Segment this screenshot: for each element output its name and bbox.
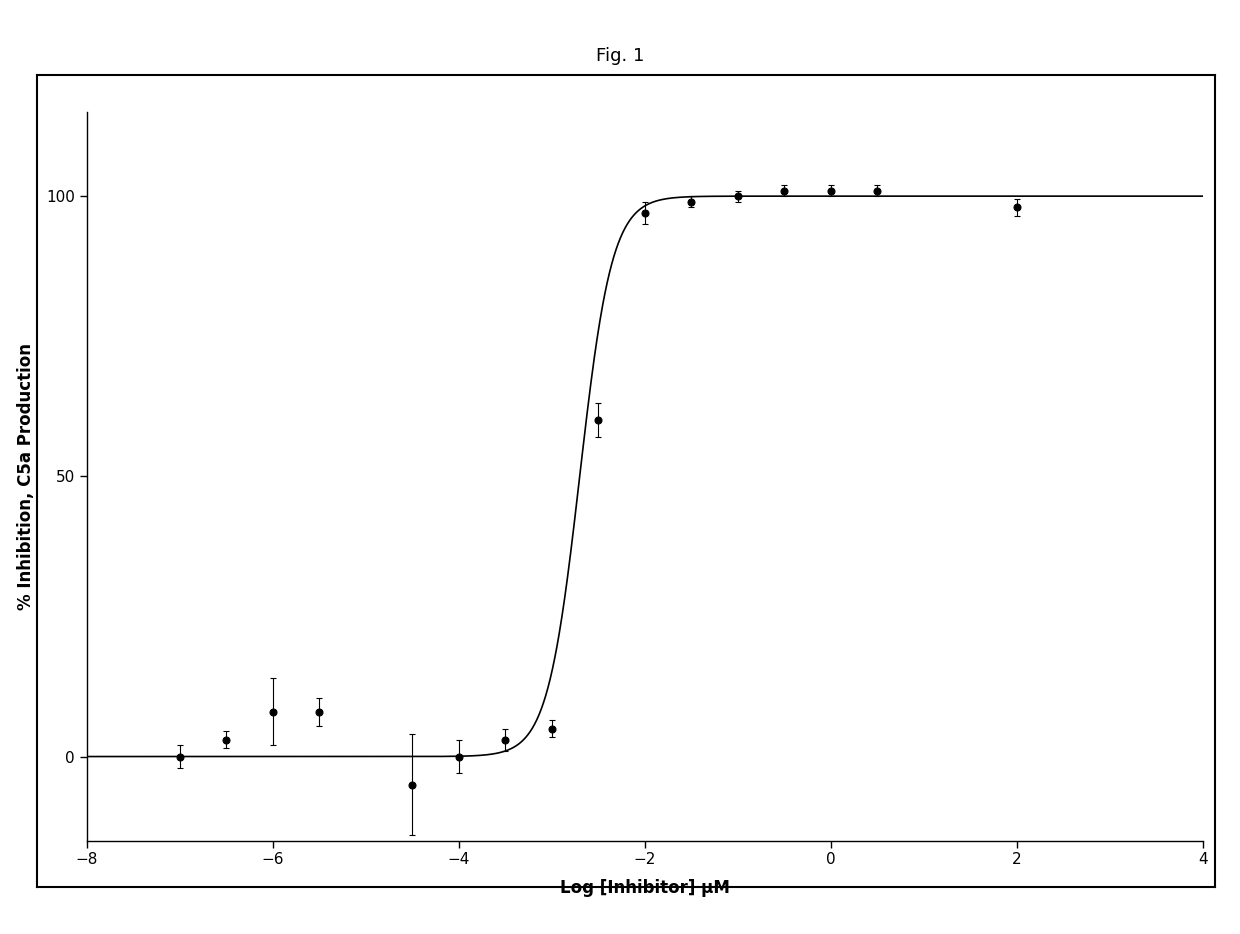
Text: Fig. 1: Fig. 1	[595, 47, 645, 64]
Y-axis label: % Inhibition, C5a Production: % Inhibition, C5a Production	[17, 343, 35, 610]
X-axis label: Log [Inhibitor] μM: Log [Inhibitor] μM	[560, 879, 729, 897]
